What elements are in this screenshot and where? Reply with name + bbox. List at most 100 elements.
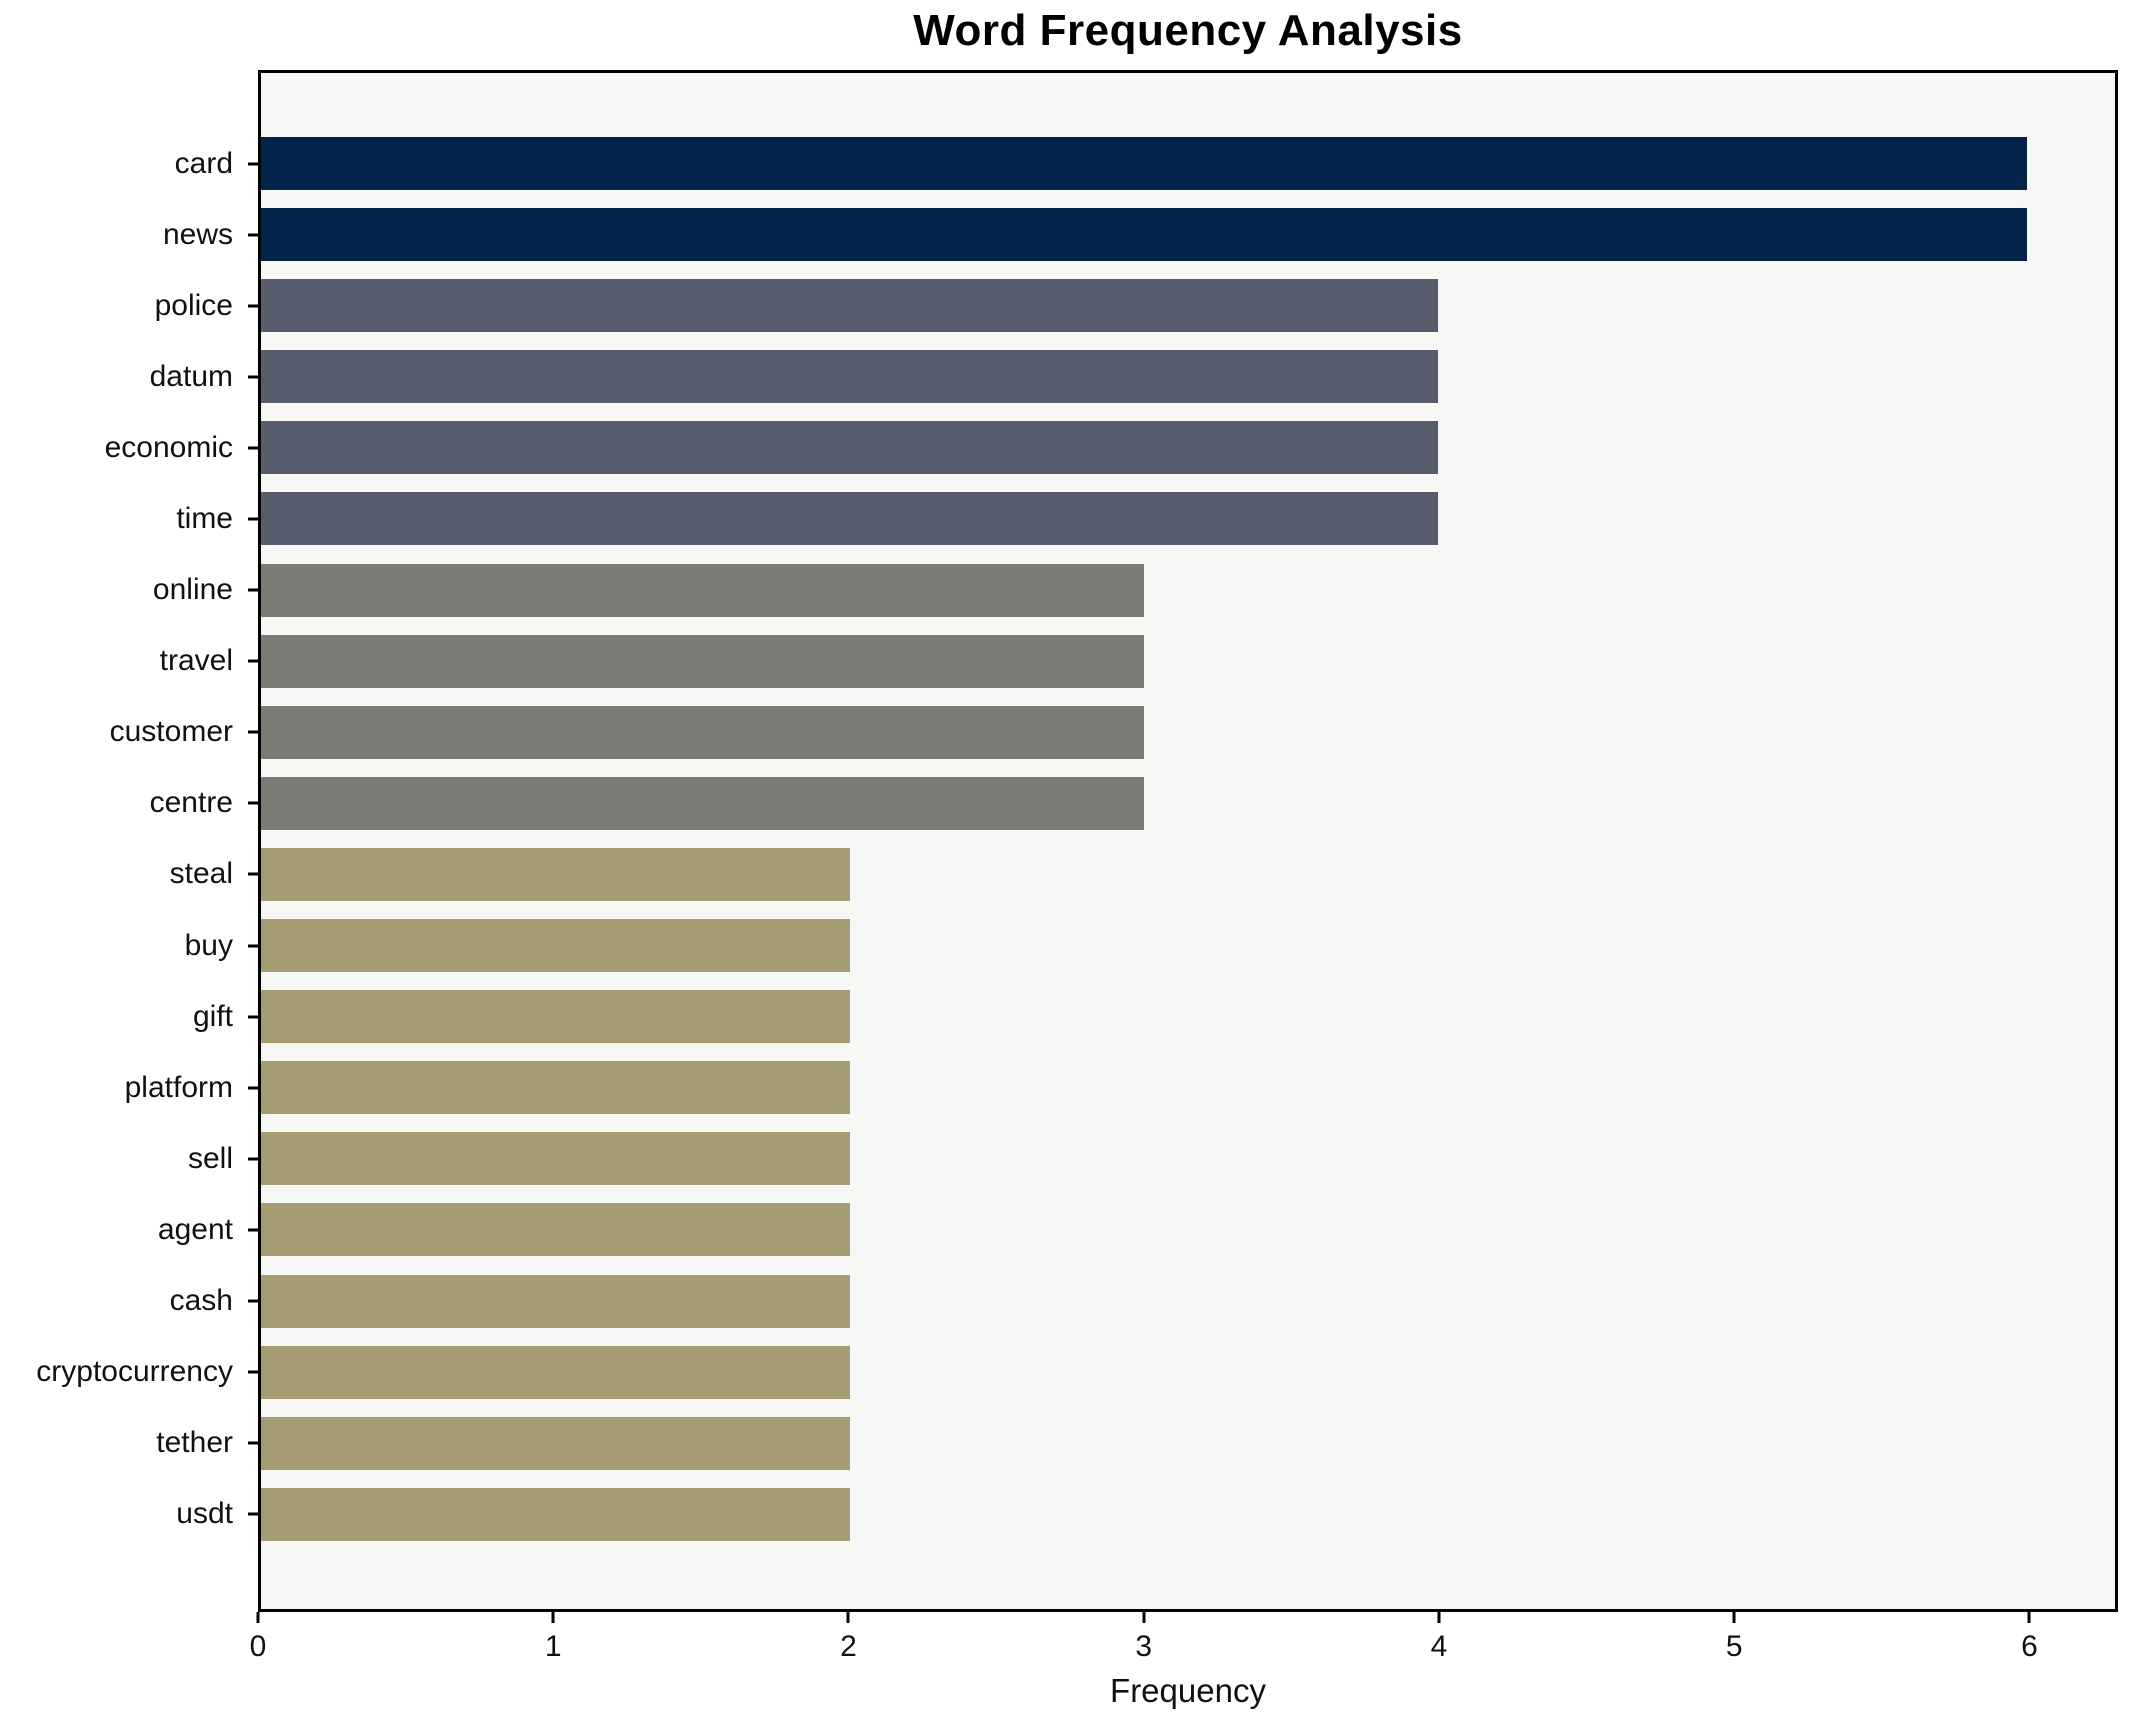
y-tick-mark <box>248 872 258 876</box>
bar-row: usdt <box>176 1487 2115 1541</box>
y-tick-mark <box>248 801 258 805</box>
x-axis-label: Frequency <box>1110 1672 1266 1709</box>
y-tick-mark <box>248 1015 258 1019</box>
y-tick-label: datum <box>149 359 233 393</box>
y-tick-label: time <box>176 501 233 535</box>
x-tick-mark <box>256 1612 260 1623</box>
y-tick-label: online <box>152 573 233 607</box>
y-tick-label: card <box>174 146 233 180</box>
bar <box>261 1203 850 1257</box>
bar <box>261 1061 850 1115</box>
bar <box>261 563 1144 617</box>
y-tick-mark <box>248 588 258 592</box>
bar-row: datum <box>150 350 2115 404</box>
bar <box>261 990 850 1044</box>
y-tick-mark <box>248 659 258 663</box>
bar <box>261 919 850 973</box>
x-tick-label: 5 <box>1725 1630 1743 1663</box>
bar <box>261 634 1144 688</box>
bar <box>261 492 1439 546</box>
y-tick-label: agent <box>157 1212 233 1246</box>
x-tick-label: 2 <box>840 1630 857 1663</box>
x-tick-label: 3 <box>1135 1630 1153 1663</box>
bar <box>261 705 1144 759</box>
y-tick-mark <box>248 1086 258 1090</box>
x-tick-mark <box>2027 1612 2031 1623</box>
bar <box>261 847 850 901</box>
y-tick-mark <box>248 944 258 948</box>
bar-row: steal <box>170 847 2115 901</box>
bar <box>261 350 1439 404</box>
plot-area: card news police datum economic time online tra… <box>36 70 2118 1612</box>
y-tick-mark <box>248 1512 258 1516</box>
chart-title: Word Frequency Analysis <box>913 6 1463 55</box>
bar-row: buy <box>185 919 2115 973</box>
y-tick-label: economic <box>104 430 233 464</box>
x-tick-label: 0 <box>249 1630 267 1663</box>
y-tick-mark <box>248 1228 258 1232</box>
y-tick-label: platform <box>124 1070 233 1104</box>
x-tick-mark <box>1142 1612 1146 1623</box>
y-tick-label: buy <box>184 928 233 962</box>
bar-row: time <box>176 492 2115 546</box>
bar-row: agent <box>158 1203 2115 1257</box>
x-tick-label: 1 <box>544 1630 562 1663</box>
y-tick-label: customer <box>109 715 233 749</box>
x-tick-mark <box>1732 1612 1736 1623</box>
bar <box>261 776 1144 830</box>
bar <box>261 1274 850 1328</box>
x-tick-mark <box>1437 1612 1441 1623</box>
y-tick-mark <box>248 233 258 237</box>
y-tick-label: cryptocurrency <box>36 1355 233 1389</box>
y-tick-mark <box>248 162 258 165</box>
x-tick-label: 6 <box>2021 1630 2038 1663</box>
bar-row: news <box>163 208 2115 262</box>
bar-row: customer <box>110 705 2115 759</box>
x-axis: 0 1 2 3 4 5 6 <box>250 1612 2118 1692</box>
bar <box>261 208 2027 262</box>
y-tick-label: gift <box>192 999 233 1033</box>
bar-row: centre <box>150 776 2115 830</box>
bar <box>261 1416 850 1470</box>
y-tick-label: police <box>154 288 233 322</box>
bar <box>261 279 1439 333</box>
bar-row: cryptocurrency <box>36 1345 2115 1399</box>
y-tick-mark <box>248 1299 258 1303</box>
bar-row: travel <box>160 634 2115 688</box>
y-tick-label: sell <box>187 1141 233 1175</box>
y-tick-label: travel <box>159 644 233 678</box>
y-tick-label: centre <box>149 786 233 820</box>
y-tick-label: usdt <box>176 1497 233 1531</box>
x-tick-mark <box>846 1612 850 1623</box>
bar <box>261 1345 850 1399</box>
y-tick-mark <box>248 446 258 450</box>
y-tick-mark <box>248 1370 258 1374</box>
y-tick-mark <box>248 304 258 308</box>
y-tick-mark <box>248 517 258 521</box>
y-tick-mark <box>248 730 258 734</box>
bar-row: tether <box>156 1416 2115 1470</box>
bar <box>261 421 1439 475</box>
y-tick-label: tether <box>156 1426 233 1460</box>
bar <box>261 1132 850 1186</box>
bar-row: sell <box>188 1132 2115 1186</box>
y-tick-mark <box>248 375 258 379</box>
x-tick-label: 4 <box>1430 1630 1448 1663</box>
bar <box>261 137 2027 190</box>
bar-row: online <box>153 563 2115 617</box>
y-tick-mark <box>248 1157 258 1161</box>
bar-row: economic <box>105 421 2115 475</box>
bars-container: card news police datum economic time online tra… <box>36 137 2115 1541</box>
bar <box>261 1487 850 1541</box>
bar-row: cash <box>170 1274 2115 1328</box>
y-tick-label: cash <box>169 1284 233 1317</box>
x-tick-mark <box>551 1612 555 1623</box>
bar-row: card <box>175 137 2115 190</box>
bar-row: platform <box>125 1061 2115 1115</box>
y-tick-label: news <box>162 217 233 251</box>
bar-row: gift <box>193 990 2115 1044</box>
y-tick-mark <box>248 1441 258 1445</box>
y-tick-label: steal <box>169 857 233 891</box>
bar-row: police <box>155 279 2115 333</box>
